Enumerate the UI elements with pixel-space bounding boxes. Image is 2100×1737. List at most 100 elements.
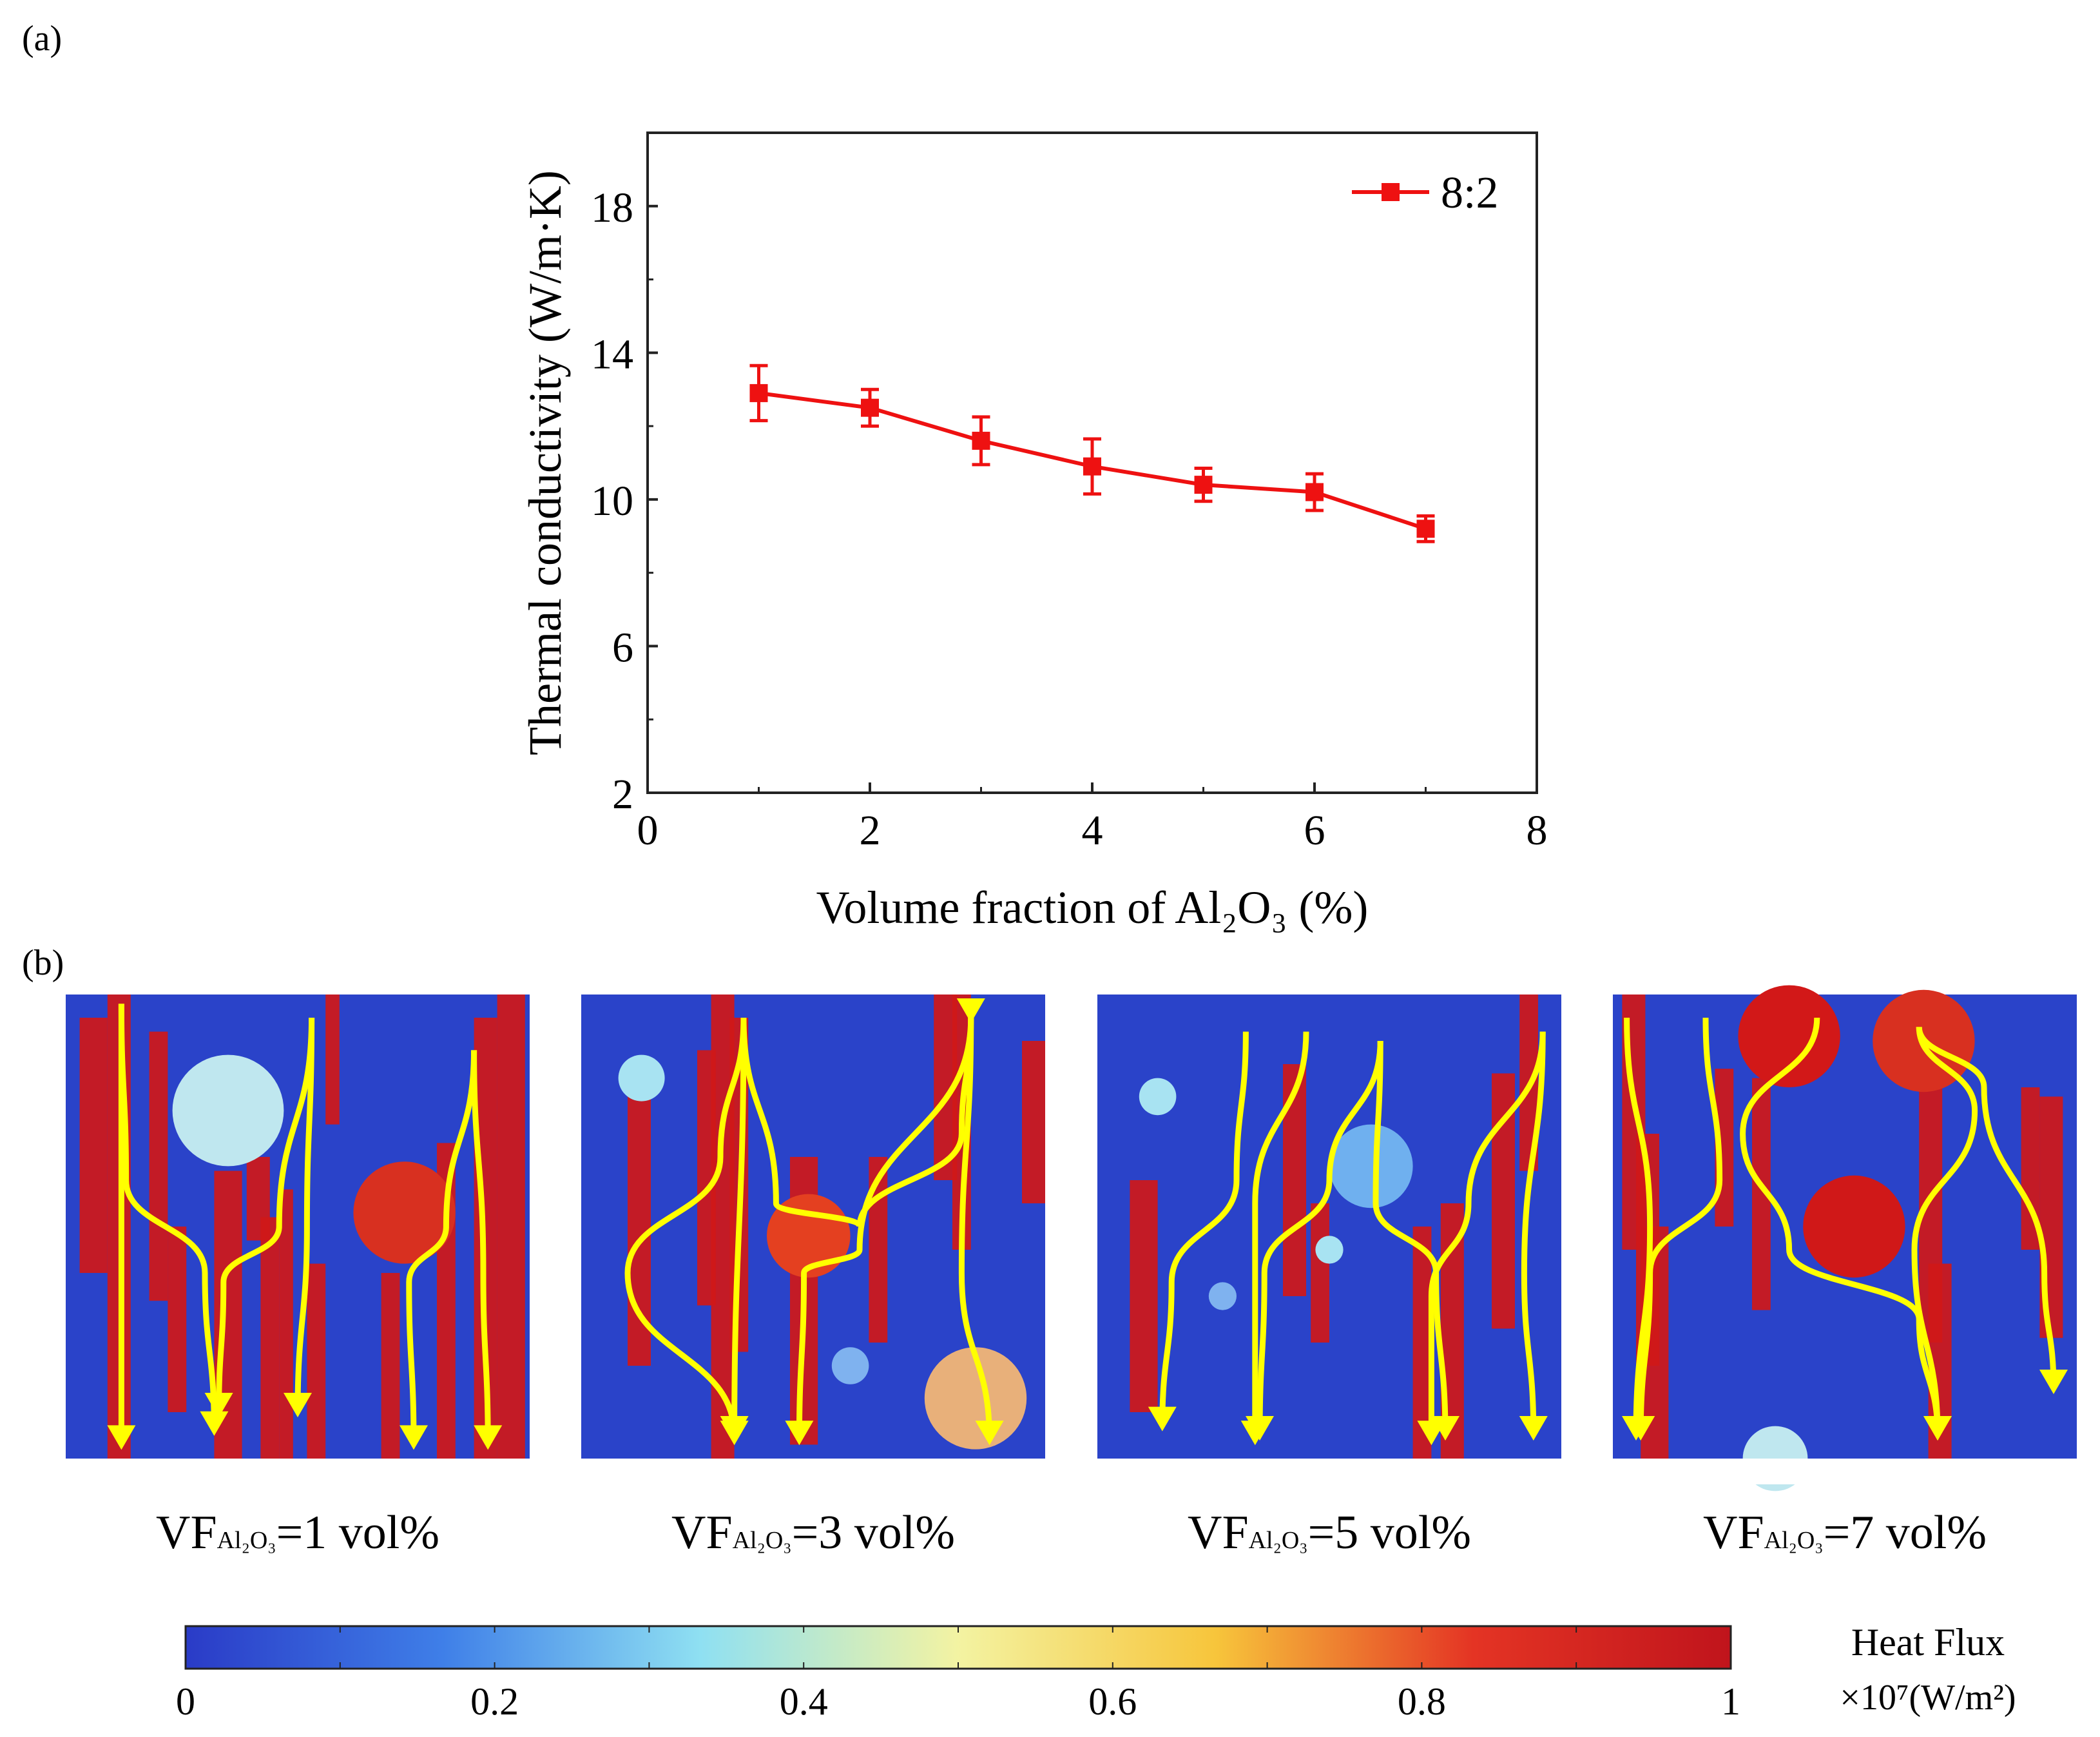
particle <box>1315 1236 1344 1264</box>
arrow-head <box>200 1411 229 1436</box>
particle <box>1208 1282 1237 1310</box>
caption-subscript: Al₂O₃ <box>1249 1527 1308 1554</box>
x-tick-label: 2 <box>860 807 881 854</box>
map-caption: VFAl₂O₃=5 vol% <box>1188 1506 1471 1559</box>
map-clip <box>1613 1459 2077 1484</box>
heat-flow-arrow <box>406 1050 477 1445</box>
heat-flow-arrow <box>1428 1031 1546 1441</box>
particle <box>1139 1078 1177 1116</box>
arrow-head <box>1246 1416 1274 1441</box>
colorbar-title: Heat Flux <box>1851 1621 2005 1664</box>
caption-prefix: VF <box>1703 1506 1764 1559</box>
y-tick-label: 2 <box>612 771 633 818</box>
heat-flow-arrow <box>796 1017 974 1441</box>
arrow-head <box>2039 1370 2068 1394</box>
heat-flow-arrow <box>1373 1040 1449 1436</box>
data-point <box>1083 457 1101 476</box>
particle <box>172 1054 284 1167</box>
arrow-head <box>975 1421 1004 1446</box>
particle <box>1738 985 1840 1088</box>
arrow-head <box>474 1425 503 1450</box>
heat-flow-arrow <box>1521 1031 1546 1436</box>
series-group <box>749 364 1435 543</box>
heat-flow-arrow <box>1911 1027 1978 1436</box>
colorbar-tick-label: 1 <box>1721 1680 1740 1723</box>
filler-strip <box>1022 1041 1045 1203</box>
legend-marker <box>1382 183 1400 201</box>
filler-strip <box>497 995 525 1459</box>
heat-flow-arrow <box>216 1017 315 1413</box>
heat-flux-map <box>581 995 1045 1484</box>
filler-strip <box>246 1157 270 1241</box>
filler-strip <box>149 1031 168 1301</box>
filler-strip <box>1311 1203 1329 1343</box>
colorbar-tick-label: 0.8 <box>1398 1680 1446 1723</box>
heat-flow-arrow <box>624 1017 747 1436</box>
data-point <box>1305 483 1324 501</box>
particle <box>831 1347 869 1384</box>
caption-suffix: =5 vol% <box>1308 1506 1471 1559</box>
particle <box>1803 1175 1905 1278</box>
caption-prefix: VF <box>671 1506 733 1559</box>
x-axis-label: Volume fraction of Al₂O₃ (%) <box>816 882 1369 933</box>
particle <box>353 1161 456 1264</box>
caption-suffix: =1 vol% <box>276 1506 439 1559</box>
data-point <box>1194 476 1213 494</box>
map-clip <box>581 1459 1045 1484</box>
filler-strip <box>1412 1227 1432 1459</box>
y-tick-label: 10 <box>591 478 633 525</box>
arrow-head <box>1519 1416 1548 1441</box>
filler-strip <box>325 995 340 1125</box>
x-tick-label: 4 <box>1082 807 1103 854</box>
arrow-head <box>400 1425 428 1450</box>
colorbar-tick-label: 0.6 <box>1088 1680 1137 1723</box>
filler-strip <box>307 1263 326 1459</box>
x-tick-label: 0 <box>637 807 659 854</box>
y-axis-ticks: 2 6 10 14 18 <box>591 184 658 818</box>
caption-prefix: VF <box>1188 1506 1249 1559</box>
data-point <box>749 383 768 402</box>
caption-subscript: Al₂O₃ <box>1764 1527 1824 1554</box>
colorbar-ticks: 0 0.2 0.4 0.6 0.8 1 <box>176 1626 1740 1723</box>
heat-flow-arrow <box>294 1017 315 1413</box>
colorbar-tick-label: 0.2 <box>470 1680 519 1723</box>
filler-strip <box>1283 1064 1306 1296</box>
heat-flow-arrow <box>1637 1017 1723 1436</box>
caption-subscript: Al₂O₃ <box>733 1527 792 1554</box>
arrow-head <box>1417 1421 1446 1446</box>
colorbar-tick-label: 0 <box>176 1680 195 1723</box>
data-point <box>861 398 879 417</box>
heat-flux-maps <box>66 985 2077 1491</box>
x-axis-ticks: 0 2 4 6 8 <box>637 782 1548 854</box>
colorbar-gradient <box>184 1625 1732 1670</box>
y-axis-label: Thermal conductivity (W/m·K) <box>519 170 571 755</box>
heat-flow-arrow <box>958 1017 993 1441</box>
arrow-head <box>1148 1406 1177 1431</box>
particle <box>618 1054 665 1101</box>
map-clip <box>66 1459 530 1484</box>
caption-suffix: =3 vol% <box>792 1506 955 1559</box>
arrow-head <box>785 1421 814 1446</box>
arrow-head <box>956 998 985 1023</box>
filler-strip <box>381 1273 400 1459</box>
heat-flow-arrow <box>1159 1031 1249 1426</box>
heat-flow-arrow <box>1916 1026 2057 1390</box>
particle <box>1329 1124 1413 1208</box>
y-tick-label: 6 <box>612 624 633 671</box>
caption-prefix: VF <box>156 1506 217 1559</box>
heat-flow-arrow <box>731 1017 747 1441</box>
heat-flow-arrow <box>471 1050 491 1445</box>
caption-subscript: Al₂O₃ <box>217 1527 276 1554</box>
map-caption: VFAl₂O₃=3 vol% <box>671 1506 955 1559</box>
arrow-head <box>284 1393 312 1417</box>
arrow-head <box>720 1421 749 1446</box>
map-caption: VFAl₂O₃=1 vol% <box>156 1506 439 1559</box>
panel-a-label: (a) <box>22 19 62 59</box>
map-caption: VFAl₂O₃=7 vol% <box>1703 1506 1987 1559</box>
heat-flux-map <box>1613 985 2077 1491</box>
heat-flow-arrow <box>1257 1040 1383 1436</box>
legend-label: 8:2 <box>1441 168 1498 218</box>
x-tick-label: 8 <box>1527 807 1548 854</box>
